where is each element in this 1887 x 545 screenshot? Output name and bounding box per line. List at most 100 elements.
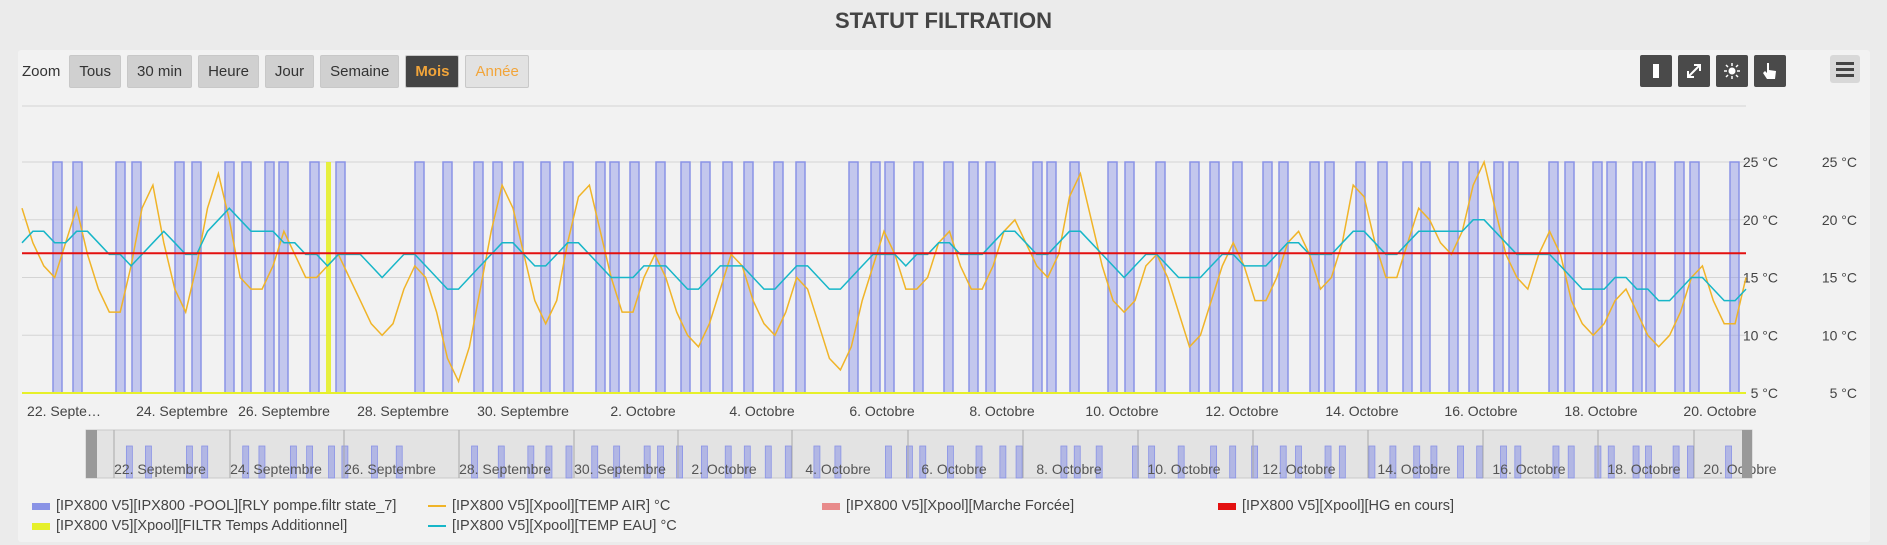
navigator-bar [643, 445, 651, 479]
legend-item-pump[interactable]: [IPX800 V5][IPX800 -POOL][RLY pompe.filt… [32, 498, 396, 514]
navigator-bar [471, 445, 478, 479]
navigator-bar [497, 445, 505, 479]
pump-bar [1674, 161, 1685, 394]
x-tick-label: 24. Septembre [136, 403, 228, 419]
filtr-temps-additionnel-bar [326, 162, 331, 393]
pump-bar [1107, 161, 1118, 394]
navigator-bar [1368, 445, 1376, 479]
x-tick-label: 2. Octobre [610, 403, 676, 419]
legend-item-marche-forcee[interactable]: [IPX800 V5][Xpool][Marche Forcée] [822, 498, 1074, 514]
pump-bar [540, 161, 551, 394]
pump-bar [264, 161, 275, 394]
navigator-bar [201, 445, 209, 479]
navigator-tick-label: 6. Octobre [921, 461, 987, 477]
navigator-bar [1672, 445, 1680, 479]
x-tick-label: 18. Octobre [1564, 403, 1637, 419]
zoom-tous-button[interactable]: Tous [69, 55, 122, 88]
navigator-bar [724, 445, 732, 479]
y-tick-label: 20 °C [1743, 212, 1778, 228]
pump-bar [680, 161, 691, 394]
legend-symbol [1218, 502, 1236, 510]
legend-symbol [822, 502, 840, 510]
legend-item-filtr[interactable]: [IPX800 V5][Xpool][FILTR Temps Additionn… [32, 518, 347, 534]
navigator-bar [1210, 445, 1218, 479]
navigator-bar [395, 445, 403, 479]
navigator-bar [1229, 445, 1237, 479]
navigator-tick-label: 26. Septembre [344, 461, 436, 477]
y-tick-label: 20 °C [1822, 212, 1857, 228]
navigator-bar [565, 445, 573, 479]
pointer-icon[interactable] [1754, 55, 1786, 87]
navigator-bar [258, 445, 266, 479]
hamburger-icon[interactable] [1830, 55, 1860, 83]
y-tick-label: 25 °C [1743, 154, 1778, 170]
pump-bar [943, 161, 954, 394]
navigator-bar [1645, 445, 1652, 479]
zoom-semaine-button[interactable]: Semaine [320, 55, 400, 88]
navigator-bar [1413, 445, 1421, 479]
sun-icon[interactable] [1716, 55, 1748, 87]
legend-label: [IPX800 V5][Xpool][TEMP AIR] °C [452, 498, 671, 514]
pump-bar [513, 161, 524, 394]
zoom-mois-button[interactable]: Mois [405, 55, 460, 88]
zoom-jour-button[interactable]: Jour [264, 55, 315, 88]
zoom-30min-button[interactable]: 30 min [127, 55, 193, 88]
legend-symbol [32, 502, 50, 510]
navigator-bar [1514, 445, 1522, 479]
pump-bar [913, 161, 924, 394]
collapse-icon[interactable] [1678, 55, 1710, 87]
navigator-bar [1687, 445, 1694, 479]
navigator-handle-left [86, 430, 97, 478]
navigator-bar [1073, 445, 1081, 479]
pump-bar [773, 161, 784, 394]
pump-bar [1448, 161, 1459, 394]
pump-bar [72, 161, 83, 394]
x-tick-label: 14. Octobre [1325, 403, 1398, 419]
navigator-tick-label: 10. Octobre [1147, 461, 1220, 477]
navigator-tick-label: 2. Octobre [691, 461, 757, 477]
bar-icon[interactable] [1640, 55, 1672, 87]
navigator-bar [1295, 445, 1302, 479]
navigator-bar [834, 445, 842, 479]
zoom-annee-button[interactable]: Année [465, 55, 529, 88]
pump-bar [1645, 161, 1656, 394]
navigator-tick-label: 28. Septembre [459, 461, 551, 477]
zoom-heure-button[interactable]: Heure [198, 55, 259, 88]
legend-symbol [428, 525, 446, 527]
navigator-bar [527, 445, 535, 479]
navigator-bar [125, 445, 133, 479]
y-tick-label: 15 °C [1822, 270, 1857, 286]
legend-item-temp-air[interactable]: [IPX800 V5][Xpool][TEMP AIR] °C [428, 498, 670, 514]
zoom-label: Zoom [22, 63, 61, 80]
pump-bar [1209, 161, 1220, 394]
navigator-bar [1607, 445, 1615, 479]
navigator-bar [906, 445, 913, 479]
navigator-bar [947, 445, 954, 479]
navigator-tick-label: 22. Septembre [114, 461, 206, 477]
navigator-bar [700, 445, 708, 479]
legend-label: [IPX800 V5][Xpool][HG en cours] [1242, 498, 1454, 514]
navigator-bar [657, 445, 664, 479]
pump-bar [335, 161, 346, 394]
pump-bar [595, 161, 606, 394]
chart-toolbar [1640, 55, 1786, 87]
x-tick-label: 20. Octobre [1683, 403, 1756, 419]
legend-item-hg[interactable]: [IPX800 V5][Xpool][HG en cours] [1218, 498, 1454, 514]
pump-bar [1124, 161, 1135, 394]
navigator-bar [743, 445, 751, 479]
legend-item-temp-eau[interactable]: [IPX800 V5][Xpool][TEMP EAU] °C [428, 518, 677, 534]
navigator-bar [341, 445, 349, 479]
pump-bar [278, 161, 289, 394]
pump-bar [1402, 161, 1413, 394]
pump-bar [1155, 161, 1166, 394]
pump-bar [1548, 161, 1559, 394]
y-tick-label: 10 °C [1822, 327, 1857, 343]
pump-bar [968, 161, 979, 394]
navigator-tick-label: 4. Octobre [805, 461, 871, 477]
pump-bar [1420, 161, 1431, 394]
navigator-bar [545, 445, 553, 479]
navigator-bar [885, 445, 892, 479]
navigator-bar [1251, 445, 1259, 479]
pump-bar [1069, 161, 1080, 394]
navigator-bar [1500, 445, 1507, 479]
